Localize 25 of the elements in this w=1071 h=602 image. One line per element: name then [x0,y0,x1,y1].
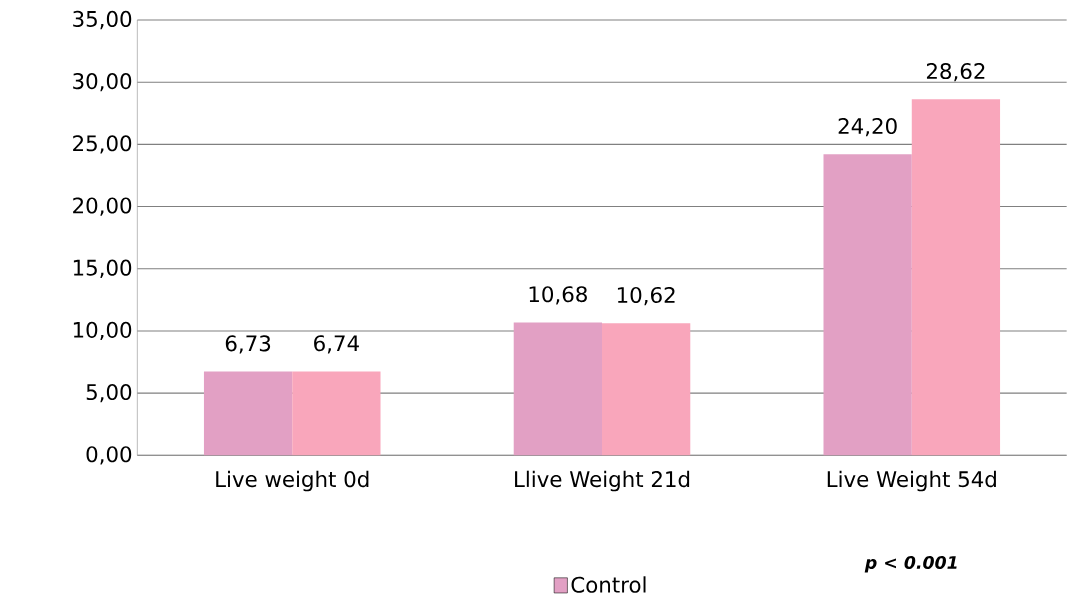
x-tick-label: Llive Weight 21d [515,470,690,492]
bar [911,99,1001,456]
data-label: 10,62 [617,286,675,306]
y-tick-label: 5,00 [86,383,132,403]
text: p < 0.001 [864,555,957,573]
y-tick-label: 10,00 [73,321,132,341]
bar [292,371,381,456]
data-label: 6,74 [314,335,359,354]
y-tick-label: 15,00 [73,259,132,278]
y-tick-label: 35,00 [73,10,132,30]
y-tick-label: 30,00 [73,73,132,92]
bar [203,371,293,456]
y-tick-label: 25,00 [73,135,132,154]
x-tick-label: Live weight 0d [216,470,369,492]
bar [513,322,602,456]
data-label: 24,20 [838,117,897,137]
data-label: 10,68 [529,286,587,305]
data-label: 28,62 [926,63,985,82]
bar [602,323,691,456]
y-tick-label: 0,00 [86,446,132,465]
data-label: 6,73 [225,335,271,354]
y-tick-label: 20,00 [73,197,132,216]
x-tick-label: Live Weight 54d [827,470,996,492]
legend-label: Control [571,576,646,593]
bar [823,154,912,456]
